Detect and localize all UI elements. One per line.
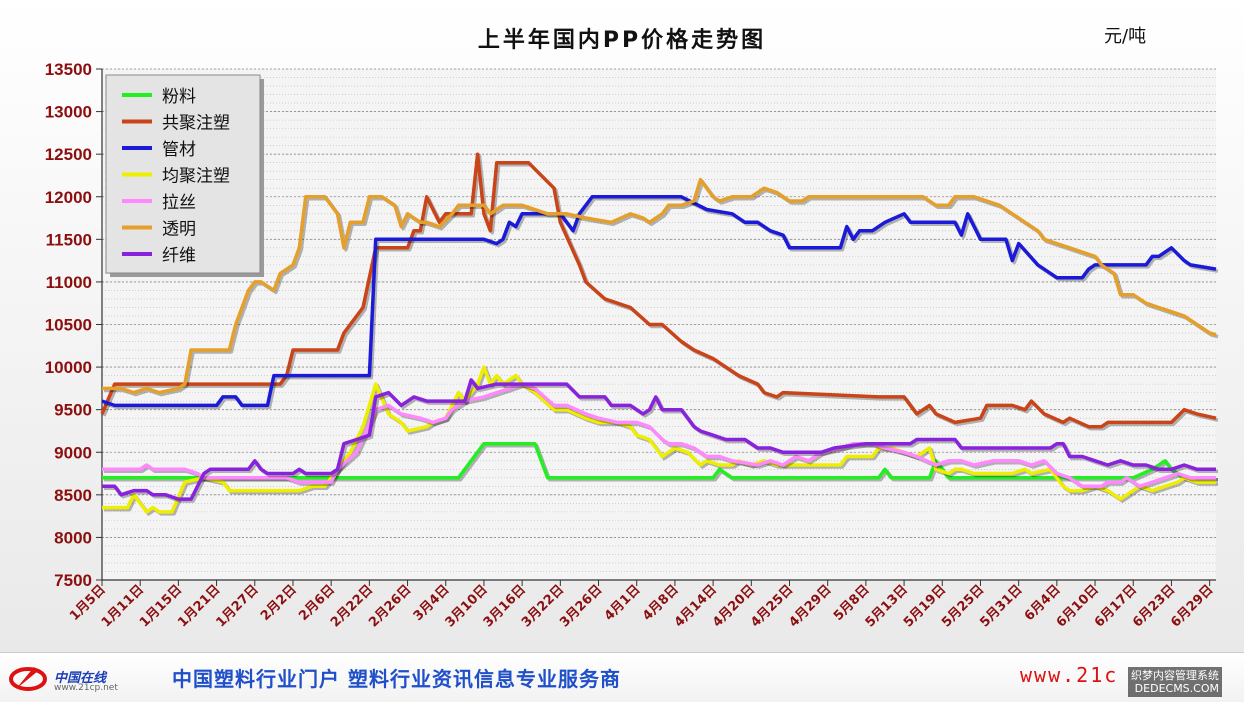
- y-tick-label: 9000: [54, 443, 92, 462]
- y-tick-label: 9500: [54, 401, 92, 420]
- logo-swoosh-icon: [8, 661, 48, 695]
- y-tick-label: 10000: [45, 358, 92, 377]
- footer-site-url[interactable]: www.21c: [1020, 663, 1118, 687]
- x-tick-label: 2月26日: [366, 582, 414, 630]
- x-tick-label: 5月31日: [977, 582, 1025, 630]
- y-tick-label: 10500: [45, 316, 92, 335]
- x-tick-label: 2月2日: [258, 582, 300, 624]
- legend-label: 纤维: [162, 246, 196, 266]
- y-tick-label: 7500: [54, 571, 92, 590]
- legend-label: 透明: [162, 220, 196, 240]
- watermark-line-1: 织梦内容管理系统: [1131, 669, 1219, 682]
- footer-banner: 中国在线 www.21cp.net 中国塑料行业门户 塑料行业资讯信息专业服务商…: [0, 652, 1244, 702]
- footer-tagline: 中国塑料行业门户 塑料行业资讯信息专业服务商: [172, 663, 621, 692]
- watermark: 织梦内容管理系统 DEDECMS.COM: [1128, 667, 1222, 697]
- x-tick-label: 4月29日: [786, 582, 834, 630]
- x-tick-label: 3月26日: [557, 582, 605, 630]
- watermark-line-2: DEDECMS.COM: [1131, 682, 1219, 695]
- x-tick-label: 1月27日: [213, 582, 261, 630]
- logo-url: www.21cp.net: [54, 683, 118, 693]
- y-tick-label: 11000: [46, 273, 92, 292]
- y-tick-label: 13000: [45, 103, 92, 122]
- x-tick-label: 4月1日: [602, 582, 644, 624]
- legend-label: 均聚注塑: [162, 167, 230, 187]
- line-chart: 7500 8000 8500 9000 9500 10000 10500 11000 11500…: [0, 0, 1244, 652]
- legend-label: 拉丝: [162, 193, 196, 213]
- y-tick-label: 8500: [54, 486, 92, 505]
- legend-label: 管材: [162, 140, 196, 160]
- legend-label: 粉料: [162, 87, 196, 107]
- legend-label: 共聚注塑: [162, 114, 230, 134]
- y-tick-label: 8000: [54, 528, 92, 547]
- y-tick-label: 13500: [45, 60, 92, 79]
- y-tick-label: 12500: [45, 145, 92, 164]
- site-logo[interactable]: 中国在线 www.21cp.net: [8, 661, 148, 695]
- y-tick-label: 11500: [46, 230, 92, 249]
- y-tick-label: 12000: [45, 188, 92, 207]
- x-tick-label: 6月29日: [1168, 582, 1216, 630]
